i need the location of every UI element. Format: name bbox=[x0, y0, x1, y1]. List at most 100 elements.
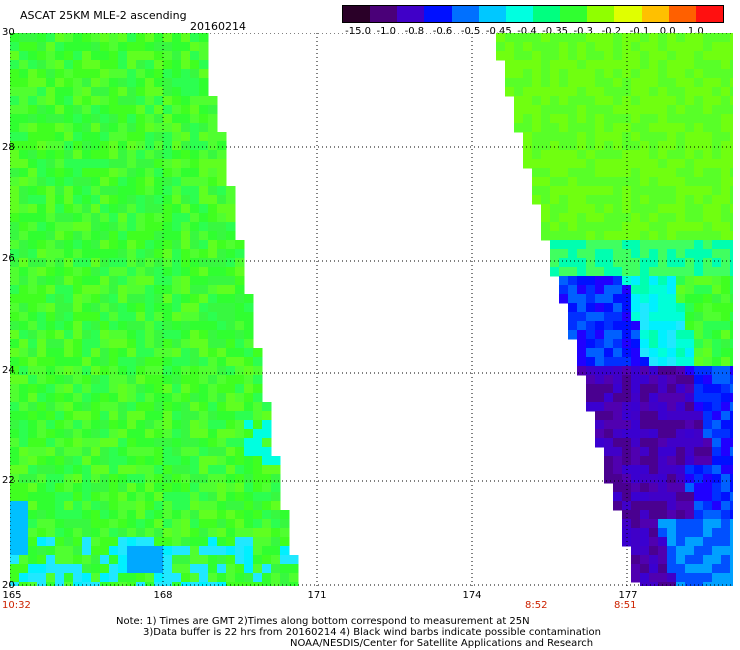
swath-cell bbox=[640, 204, 650, 214]
swath-cell bbox=[649, 564, 659, 574]
swath-cell bbox=[640, 186, 650, 196]
swath-cell bbox=[100, 312, 110, 322]
swath-cell bbox=[649, 357, 659, 367]
swath-cell bbox=[577, 357, 587, 367]
swath-cell bbox=[55, 33, 65, 43]
swath-cell bbox=[28, 456, 38, 466]
swath-cell bbox=[730, 321, 733, 331]
swath-cell bbox=[19, 213, 29, 223]
swath-cell bbox=[163, 186, 173, 196]
swath-cell bbox=[280, 564, 290, 574]
swath-cell bbox=[55, 357, 65, 367]
swath-cell bbox=[622, 51, 632, 61]
swath-cell bbox=[730, 186, 733, 196]
swath-cell bbox=[199, 384, 209, 394]
swath-cell bbox=[10, 537, 20, 547]
swath-cell bbox=[19, 123, 29, 133]
swath-cell bbox=[703, 42, 713, 52]
swath-cell bbox=[586, 42, 596, 52]
swath-cell bbox=[208, 159, 218, 169]
swath-cell bbox=[604, 294, 614, 304]
swath-cell bbox=[10, 564, 20, 574]
swath-cell bbox=[118, 150, 128, 160]
swath-cell bbox=[154, 492, 164, 502]
swath-cell bbox=[109, 114, 119, 124]
swath-cell bbox=[73, 519, 83, 529]
swath-cell bbox=[154, 141, 164, 151]
swath-cell bbox=[136, 249, 146, 259]
swath-cell bbox=[64, 105, 74, 115]
swath-cell bbox=[721, 96, 731, 106]
swath-cell bbox=[577, 87, 587, 97]
swath-cell bbox=[541, 159, 551, 169]
swath-cell bbox=[109, 294, 119, 304]
swath-cell bbox=[19, 357, 29, 367]
swath-cell bbox=[127, 501, 137, 511]
swath-cell bbox=[568, 168, 578, 178]
swath-cell bbox=[109, 384, 119, 394]
swath-cell bbox=[703, 285, 713, 295]
swath-cell bbox=[46, 114, 56, 124]
swath-cell bbox=[181, 213, 191, 223]
swath-cell bbox=[586, 249, 596, 259]
swath-cell bbox=[658, 114, 668, 124]
swath-cell bbox=[712, 393, 722, 403]
swath-cell bbox=[145, 276, 155, 286]
swath-cell bbox=[559, 240, 569, 250]
swath-cell bbox=[253, 510, 263, 520]
swath-cell bbox=[631, 348, 641, 358]
swath-cell bbox=[91, 465, 101, 475]
swath-cell bbox=[172, 303, 182, 313]
swath-cell bbox=[37, 375, 47, 385]
swath-cell bbox=[217, 537, 227, 547]
swath-cell bbox=[37, 312, 47, 322]
swath-cell bbox=[676, 150, 686, 160]
swath-cell bbox=[595, 195, 605, 205]
swath-cell bbox=[37, 564, 47, 574]
swath-cell bbox=[649, 528, 659, 538]
swath-cell bbox=[55, 465, 65, 475]
swath-cell bbox=[703, 276, 713, 286]
swath-cell bbox=[703, 267, 713, 277]
swath-cell bbox=[136, 519, 146, 529]
swath-cell bbox=[28, 150, 38, 160]
swath-svg bbox=[10, 33, 733, 586]
swath-cell bbox=[64, 420, 74, 430]
swath-cell bbox=[190, 492, 200, 502]
swath-cell bbox=[82, 492, 92, 502]
swath-cell bbox=[712, 537, 722, 547]
swath-cell bbox=[28, 132, 38, 142]
swath-cell bbox=[145, 312, 155, 322]
swath-cell bbox=[10, 258, 20, 268]
swath-cell bbox=[163, 420, 173, 430]
swath-cell bbox=[136, 285, 146, 295]
swath-cell bbox=[208, 420, 218, 430]
swath-cell bbox=[127, 33, 137, 43]
swath-cell bbox=[604, 114, 614, 124]
swath-cell bbox=[622, 510, 632, 520]
swath-cell bbox=[100, 213, 110, 223]
swath-cell bbox=[172, 339, 182, 349]
swath-cell bbox=[253, 348, 263, 358]
swath-cell bbox=[91, 186, 101, 196]
swath-cell bbox=[181, 528, 191, 538]
swath-cell bbox=[28, 51, 38, 61]
swath-cell bbox=[181, 501, 191, 511]
swath-cell bbox=[514, 96, 524, 106]
swath-cell bbox=[37, 303, 47, 313]
swath-cell bbox=[280, 582, 290, 586]
swath-cell bbox=[154, 285, 164, 295]
swath-cell bbox=[640, 411, 650, 421]
swath-cell bbox=[82, 141, 92, 151]
swath-cell bbox=[703, 177, 713, 187]
swath-cell bbox=[145, 420, 155, 430]
swath-cell bbox=[73, 150, 83, 160]
swath-cell bbox=[730, 582, 733, 586]
swath-cell bbox=[109, 339, 119, 349]
swath-cell bbox=[82, 474, 92, 484]
swath-cell bbox=[145, 33, 155, 43]
swath-cell bbox=[631, 258, 641, 268]
swath-cell bbox=[91, 393, 101, 403]
swath-cell bbox=[172, 546, 182, 556]
swath-cell bbox=[550, 51, 560, 61]
